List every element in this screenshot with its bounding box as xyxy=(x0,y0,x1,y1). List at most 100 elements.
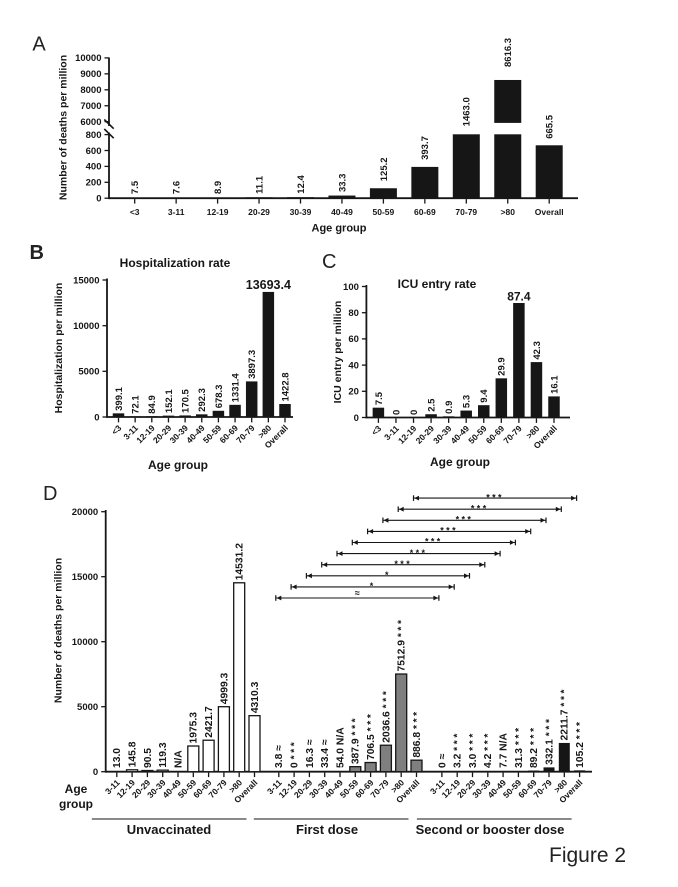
svg-text:Age group: Age group xyxy=(430,455,490,469)
svg-text:0 ***: 0 *** xyxy=(290,740,301,768)
svg-text:20: 20 xyxy=(348,387,359,398)
svg-text:3.2 ***: 3.2 *** xyxy=(453,731,464,768)
svg-text:393.7: 393.7 xyxy=(420,136,431,160)
svg-text:Number of deaths per million: Number of deaths per million xyxy=(58,55,70,200)
svg-text:54.0 N/A: 54.0 N/A xyxy=(335,727,346,768)
svg-text:9000: 9000 xyxy=(80,69,101,80)
svg-text:1331.4: 1331.4 xyxy=(230,373,241,403)
svg-text:200: 200 xyxy=(86,178,102,189)
svg-text:89.2 ***: 89.2 *** xyxy=(529,725,540,768)
svg-text:N/A: N/A xyxy=(173,750,184,768)
svg-text:105.2 ***: 105.2 *** xyxy=(575,719,586,767)
svg-text:50-59: 50-59 xyxy=(373,207,395,217)
svg-text:33.3: 33.3 xyxy=(337,174,348,193)
svg-text:***: *** xyxy=(410,548,428,558)
svg-text:group: group xyxy=(59,797,93,811)
svg-text:2036.6 ***: 2036.6 *** xyxy=(381,689,392,743)
svg-text:<3: <3 xyxy=(130,207,140,217)
svg-text:20000: 20000 xyxy=(72,507,98,518)
svg-text:7.5: 7.5 xyxy=(130,180,141,194)
svg-text:***: *** xyxy=(425,537,443,547)
svg-text:8616.3: 8616.3 xyxy=(503,38,514,67)
svg-text:119.3: 119.3 xyxy=(158,742,169,767)
svg-text:29.9: 29.9 xyxy=(497,357,508,375)
svg-text:Number of deaths per million: Number of deaths per million xyxy=(53,558,65,703)
svg-text:10000: 10000 xyxy=(75,53,101,64)
svg-text:Figure 2: Figure 2 xyxy=(549,844,626,867)
svg-text:332.1 ***: 332.1 *** xyxy=(544,716,555,764)
svg-text:16.3 ≈: 16.3 ≈ xyxy=(305,739,316,768)
svg-text:70-79: 70-79 xyxy=(455,207,477,217)
svg-text:10000: 10000 xyxy=(72,637,98,648)
svg-text:80: 80 xyxy=(348,308,359,319)
svg-text:600: 600 xyxy=(86,146,102,157)
svg-text:399.1: 399.1 xyxy=(114,386,125,410)
svg-text:ICU entry per million: ICU entry per million xyxy=(332,301,344,404)
svg-text:4.2 ***: 4.2 *** xyxy=(483,731,494,768)
svg-text:5000: 5000 xyxy=(78,367,99,378)
svg-text:***: *** xyxy=(440,526,458,536)
svg-text:678.3: 678.3 xyxy=(214,385,225,409)
svg-text:152.1: 152.1 xyxy=(164,389,175,413)
svg-text:3.8 ≈: 3.8 ≈ xyxy=(274,745,285,768)
svg-text:0.9: 0.9 xyxy=(444,401,455,414)
svg-text:400: 400 xyxy=(86,162,102,173)
svg-text:665.5: 665.5 xyxy=(545,114,556,138)
svg-text:60-69: 60-69 xyxy=(414,207,436,217)
svg-text:3.0 ***: 3.0 *** xyxy=(468,731,479,768)
svg-text:8000: 8000 xyxy=(80,85,101,96)
svg-text:Second or booster dose: Second or booster dose xyxy=(416,822,565,837)
svg-text:0 ≈: 0 ≈ xyxy=(437,753,448,768)
svg-text:5.3: 5.3 xyxy=(462,395,473,408)
svg-text:40-49: 40-49 xyxy=(331,207,353,217)
svg-text:≈: ≈ xyxy=(355,588,360,598)
svg-text:292.3: 292.3 xyxy=(197,388,208,412)
svg-text:>80: >80 xyxy=(501,207,516,217)
svg-text:7512.9 ***: 7512.9 *** xyxy=(397,617,408,671)
svg-text:2.5: 2.5 xyxy=(426,398,437,412)
svg-text:Age group: Age group xyxy=(312,223,367,235)
svg-text:7.7 N/A: 7.7 N/A xyxy=(499,733,510,768)
svg-text:100: 100 xyxy=(343,282,359,293)
svg-text:*: * xyxy=(385,570,391,580)
svg-text:4999.3: 4999.3 xyxy=(219,672,230,704)
svg-text:125.2: 125.2 xyxy=(379,157,390,181)
svg-text:2211.7 ***: 2211.7 *** xyxy=(560,687,571,741)
svg-text:30-39: 30-39 xyxy=(290,207,312,217)
svg-text:C: C xyxy=(322,251,336,273)
svg-text:16.1: 16.1 xyxy=(549,375,560,394)
svg-text:1463.0: 1463.0 xyxy=(462,97,473,126)
svg-text:13.0: 13.0 xyxy=(112,748,123,768)
svg-text:0: 0 xyxy=(354,413,359,424)
svg-text:0: 0 xyxy=(94,412,99,423)
svg-text:B: B xyxy=(30,242,44,264)
svg-text:33.4 ≈: 33.4 ≈ xyxy=(320,739,331,768)
svg-text:0: 0 xyxy=(391,410,402,415)
svg-text:7.6: 7.6 xyxy=(172,181,183,194)
svg-text:40: 40 xyxy=(348,360,359,371)
svg-text:0: 0 xyxy=(409,410,420,415)
svg-text:84.9: 84.9 xyxy=(147,395,158,414)
svg-text:7.5: 7.5 xyxy=(374,391,385,405)
svg-text:31.3 ***: 31.3 *** xyxy=(514,725,525,768)
svg-text:3897.3: 3897.3 xyxy=(247,350,258,379)
svg-text:1422.8: 1422.8 xyxy=(280,372,291,401)
svg-text:2421.7: 2421.7 xyxy=(204,706,215,738)
svg-text:800: 800 xyxy=(86,130,102,141)
svg-text:9.4: 9.4 xyxy=(479,389,490,403)
svg-text:0: 0 xyxy=(93,767,98,778)
svg-text:145.8: 145.8 xyxy=(128,741,139,767)
svg-text:15000: 15000 xyxy=(72,572,98,583)
svg-text:D: D xyxy=(43,483,57,505)
svg-text:10000: 10000 xyxy=(73,321,99,332)
svg-text:87.4: 87.4 xyxy=(507,290,531,304)
svg-text:Age group: Age group xyxy=(148,458,208,472)
svg-text:Hospitalization per million: Hospitalization per million xyxy=(53,283,65,414)
svg-text:*: * xyxy=(370,581,376,591)
svg-text:12.4: 12.4 xyxy=(296,175,307,194)
svg-text:0: 0 xyxy=(96,194,101,205)
svg-text:Hospitalization rate: Hospitalization rate xyxy=(120,256,231,270)
svg-text:***: *** xyxy=(471,503,489,513)
svg-text:20-29: 20-29 xyxy=(248,207,270,217)
svg-text:First dose: First dose xyxy=(296,822,358,837)
